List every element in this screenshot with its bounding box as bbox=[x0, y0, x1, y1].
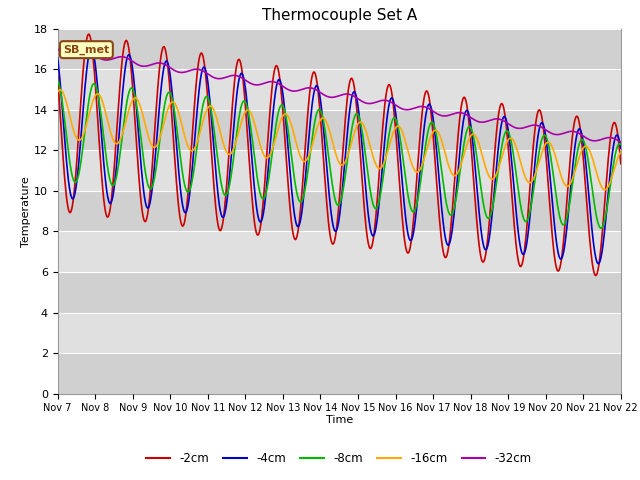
Bar bbox=[58, 191, 621, 231]
Bar bbox=[58, 312, 621, 353]
X-axis label: Time: Time bbox=[326, 415, 353, 425]
Bar bbox=[58, 231, 621, 272]
Text: SB_met: SB_met bbox=[63, 45, 109, 55]
Bar bbox=[58, 353, 621, 394]
Bar bbox=[58, 272, 621, 312]
Bar bbox=[58, 110, 621, 150]
Bar bbox=[58, 150, 621, 191]
Y-axis label: Temperature: Temperature bbox=[21, 176, 31, 247]
Legend: -2cm, -4cm, -8cm, -16cm, -32cm: -2cm, -4cm, -8cm, -16cm, -32cm bbox=[141, 447, 537, 469]
Bar bbox=[58, 0, 621, 29]
Bar bbox=[58, 29, 621, 69]
Bar bbox=[58, 69, 621, 110]
Title: Thermocouple Set A: Thermocouple Set A bbox=[262, 9, 417, 24]
